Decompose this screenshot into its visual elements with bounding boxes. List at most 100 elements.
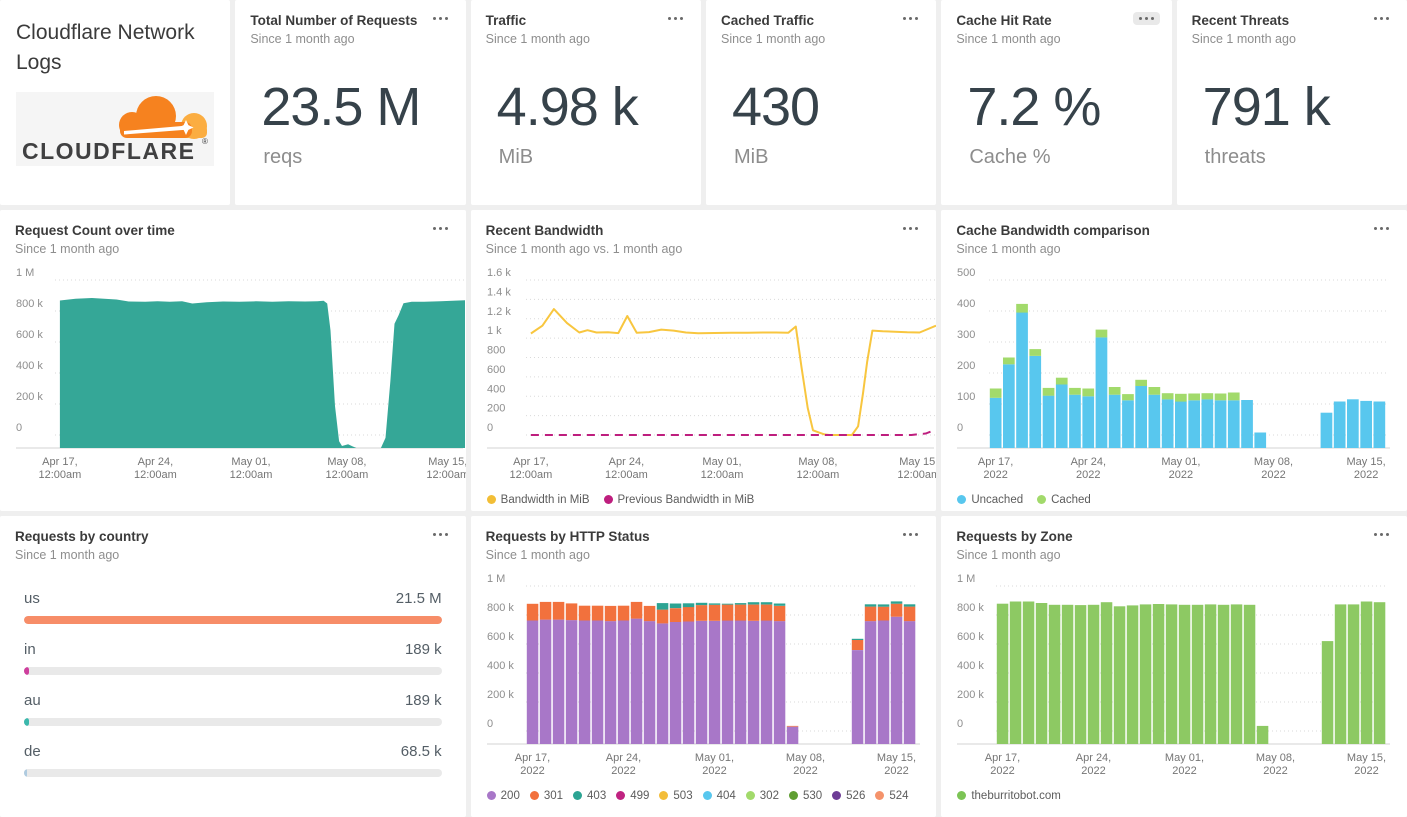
legend-item[interactable]: theburritobot.com	[957, 790, 1061, 802]
cloudflare-cloud-icon	[119, 95, 207, 139]
svg-text:300: 300	[957, 329, 975, 341]
legend-dot	[659, 791, 669, 801]
legend-label: Previous Bandwidth in MiB	[617, 493, 755, 506]
country-row: in 189 k	[24, 641, 442, 675]
svg-text:2022: 2022	[520, 765, 544, 777]
svg-text:2022: 2022	[1262, 469, 1286, 481]
legend-dot	[486, 495, 496, 505]
svg-text:Apr 24,: Apr 24,	[605, 752, 640, 764]
top-row: Cloudflare Network Logs CLOUDFLARE ®	[0, 0, 1407, 205]
legend-item[interactable]: 526	[832, 790, 865, 802]
panel-subtitle: Since 1 month ago	[250, 31, 355, 46]
svg-text:200 k: 200 k	[487, 689, 514, 701]
svg-text:600 k: 600 k	[957, 631, 984, 643]
svg-text:800 k: 800 k	[957, 602, 984, 614]
panel-menu-button[interactable]	[1368, 222, 1395, 235]
panel-menu-button[interactable]	[427, 12, 454, 25]
svg-text:12:00am: 12:00am	[230, 469, 273, 481]
svg-text:200 k: 200 k	[16, 391, 43, 403]
panel-menu-button[interactable]	[427, 528, 454, 541]
bottom-row: Requests by country Since 1 month ago us…	[0, 516, 1407, 817]
panel-menu-button[interactable]	[897, 222, 924, 235]
registered-mark-icon: ®	[202, 137, 208, 146]
chart-legend: 200 301 403 499 503 404 302 530 526 524	[486, 789, 937, 802]
legend-item[interactable]: 503	[659, 790, 693, 802]
legend-dot	[702, 791, 712, 801]
country-bar-track	[24, 768, 442, 777]
legend-label: 301	[543, 789, 564, 802]
panel-menu-button[interactable]	[427, 222, 454, 235]
stat-value: 7.2 %	[967, 77, 1101, 137]
legend-item[interactable]: Uncached	[957, 494, 1023, 506]
legend-item[interactable]: 404	[702, 790, 736, 802]
svg-text:2022: 2022	[884, 765, 908, 777]
panel-subtitle: Since 1 month ago	[15, 547, 120, 562]
svg-text:0: 0	[957, 718, 963, 730]
legend-item[interactable]: Previous Bandwidth in MiB	[603, 493, 755, 506]
country-row: au 189 k	[24, 692, 442, 726]
country-value: 68.5 k	[400, 742, 442, 760]
country-code: us	[24, 589, 40, 607]
country-bar-fill	[24, 666, 30, 675]
legend-item[interactable]: 302	[745, 790, 779, 802]
svg-text:May 08,: May 08,	[786, 752, 825, 764]
svg-text:400 k: 400 k	[487, 660, 514, 672]
panel-subtitle: Since 1 month ago	[720, 31, 826, 46]
svg-text:600 k: 600 k	[16, 329, 43, 341]
svg-text:Apr 17,: Apr 17,	[514, 752, 549, 764]
legend-label: 530	[802, 789, 823, 802]
panel-title: Cache Bandwidth comparison	[956, 223, 1150, 238]
legend-item[interactable]: 524	[875, 790, 909, 802]
legend-item[interactable]: Bandwidth in MiB	[486, 494, 590, 506]
panel-recent-threats: Recent Threats Since 1 month ago 791 k t…	[1176, 0, 1407, 205]
stat-value: 4.98 k	[496, 77, 639, 137]
svg-text:May 08,: May 08,	[327, 456, 366, 468]
panel-menu-button[interactable]	[1132, 12, 1160, 25]
legend-item[interactable]: 530	[788, 789, 823, 802]
svg-text:2022: 2022	[991, 765, 1015, 777]
legend-item[interactable]: 403	[573, 790, 606, 802]
legend-item[interactable]: 301	[529, 789, 564, 802]
svg-text:Apr 17,: Apr 17,	[978, 456, 1013, 468]
panel-requests-by-zone: Requests by Zone Since 1 month ago 1 M 80…	[941, 516, 1407, 817]
legend-item[interactable]: Cached	[1037, 494, 1091, 506]
svg-text:Apr 24,: Apr 24,	[138, 456, 173, 468]
svg-text:May 15,: May 15,	[899, 456, 936, 468]
panel-cached-traffic: Cached Traffic Since 1 month ago 430 MiB	[705, 0, 937, 205]
legend-dot	[486, 791, 496, 801]
cloudflare-logo-image: CLOUDFLARE ®	[22, 95, 208, 164]
svg-text:2022: 2022	[1355, 765, 1379, 777]
svg-text:May 01,: May 01,	[702, 456, 741, 468]
svg-text:May 15,: May 15,	[1347, 456, 1386, 468]
panel-menu-button[interactable]	[1368, 528, 1395, 541]
svg-text:100: 100	[957, 391, 975, 403]
stat-value: 791 k	[1202, 77, 1331, 137]
stat-unit: Cache %	[969, 146, 1051, 168]
svg-text:0: 0	[487, 718, 493, 730]
panel-title: Recent Bandwidth	[485, 223, 604, 238]
country-value: 189 k	[404, 640, 442, 658]
country-value: 21.5 M	[395, 589, 442, 607]
svg-text:Apr 24,: Apr 24,	[608, 456, 643, 468]
panel-menu-button[interactable]	[662, 12, 689, 25]
stat-unit: reqs	[263, 146, 303, 168]
legend-item[interactable]: 200	[486, 790, 520, 802]
panel-title: Recent Threats	[1191, 13, 1290, 28]
panel-subtitle: Since 1 month ago vs. 1 month ago	[485, 241, 683, 256]
panel-title: Cached Traffic	[720, 13, 815, 28]
legend-item[interactable]: 499	[616, 790, 649, 802]
panel-menu-button[interactable]	[897, 528, 924, 541]
panel-menu-button[interactable]	[1368, 12, 1395, 25]
panel-menu-button[interactable]	[897, 12, 924, 25]
legend-dot	[832, 791, 842, 801]
legend-dot	[745, 791, 755, 801]
svg-text:500: 500	[957, 267, 975, 279]
svg-text:May 01,: May 01,	[231, 456, 270, 468]
svg-text:1 M: 1 M	[16, 267, 34, 279]
